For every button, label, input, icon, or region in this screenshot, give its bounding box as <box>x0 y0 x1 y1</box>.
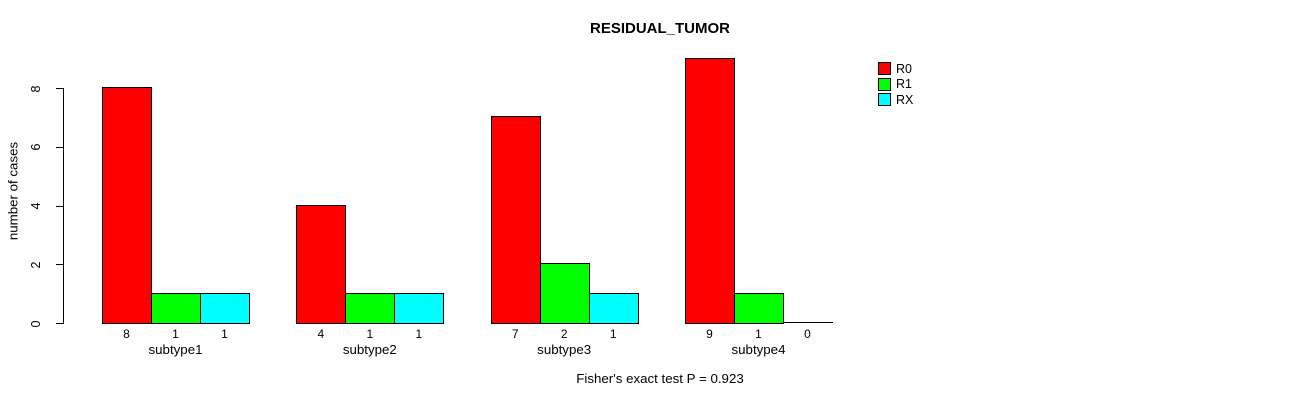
bar-value-label: 8 <box>123 327 130 341</box>
bar-r0-subtype4 <box>684 57 735 324</box>
bar-value-label: 4 <box>317 327 325 341</box>
y-tick-label: 0 <box>29 320 43 327</box>
legend-swatch-r0 <box>878 62 891 76</box>
bar-value-label: 1 <box>609 327 617 341</box>
bar-value-label: 9 <box>706 327 713 341</box>
y-tick <box>56 205 63 207</box>
bar-rx-subtype3 <box>588 292 639 324</box>
y-tick-label: 6 <box>29 143 43 151</box>
y-axis <box>63 88 64 324</box>
y-tick <box>56 88 63 89</box>
y-tick-label: 2 <box>29 261 43 269</box>
bar-rx-subtype2 <box>394 292 445 324</box>
bar-r1-subtype1 <box>151 292 201 324</box>
bar-value-label: 1 <box>221 327 228 341</box>
bar-value-label: 0 <box>804 327 811 341</box>
legend-row-rx: RX <box>878 92 913 108</box>
bar-value-label: 7 <box>511 327 519 341</box>
legend-row-r0: R0 <box>878 61 913 77</box>
bar-value-label: 1 <box>172 327 179 341</box>
y-tick-label: 4 <box>29 202 43 210</box>
legend-label: R0 <box>896 61 912 76</box>
bar-r1-subtype2 <box>345 292 396 324</box>
y-tick <box>56 146 63 148</box>
y-tick-label: 8 <box>29 85 43 92</box>
category-label-subtype1: subtype1 <box>148 342 203 357</box>
bar-r1-subtype3 <box>539 263 590 324</box>
legend: R0 R1 RX <box>878 61 913 108</box>
y-axis-label: number of cases <box>5 141 21 241</box>
legend-swatch-rx <box>878 93 891 107</box>
bar-value-label: 1 <box>415 327 423 341</box>
y-tick <box>56 264 63 266</box>
legend-label: R1 <box>896 77 912 92</box>
bar-rx-subtype4 <box>782 322 833 323</box>
bar-value-label: 1 <box>366 327 374 341</box>
bar-rx-subtype1 <box>200 292 250 324</box>
bar-value-label: 2 <box>560 327 568 341</box>
bar-value-label: 1 <box>755 327 762 341</box>
legend-swatch-r1 <box>878 77 891 91</box>
bar-r0-subtype3 <box>490 116 541 324</box>
category-label-subtype4: subtype4 <box>731 342 786 357</box>
legend-row-r1: R1 <box>878 77 913 93</box>
category-label-subtype2: subtype2 <box>342 342 397 357</box>
bar-r0-subtype2 <box>296 204 347 324</box>
bar-r1-subtype4 <box>733 292 784 324</box>
footnote: Fisher's exact test P = 0.923 <box>576 371 744 386</box>
legend-label: RX <box>896 92 914 107</box>
bar-r0-subtype1 <box>102 87 152 324</box>
category-label-subtype3: subtype3 <box>537 342 592 357</box>
chart-title: RESIDUAL_TUMOR <box>589 20 731 37</box>
y-tick <box>56 323 63 324</box>
